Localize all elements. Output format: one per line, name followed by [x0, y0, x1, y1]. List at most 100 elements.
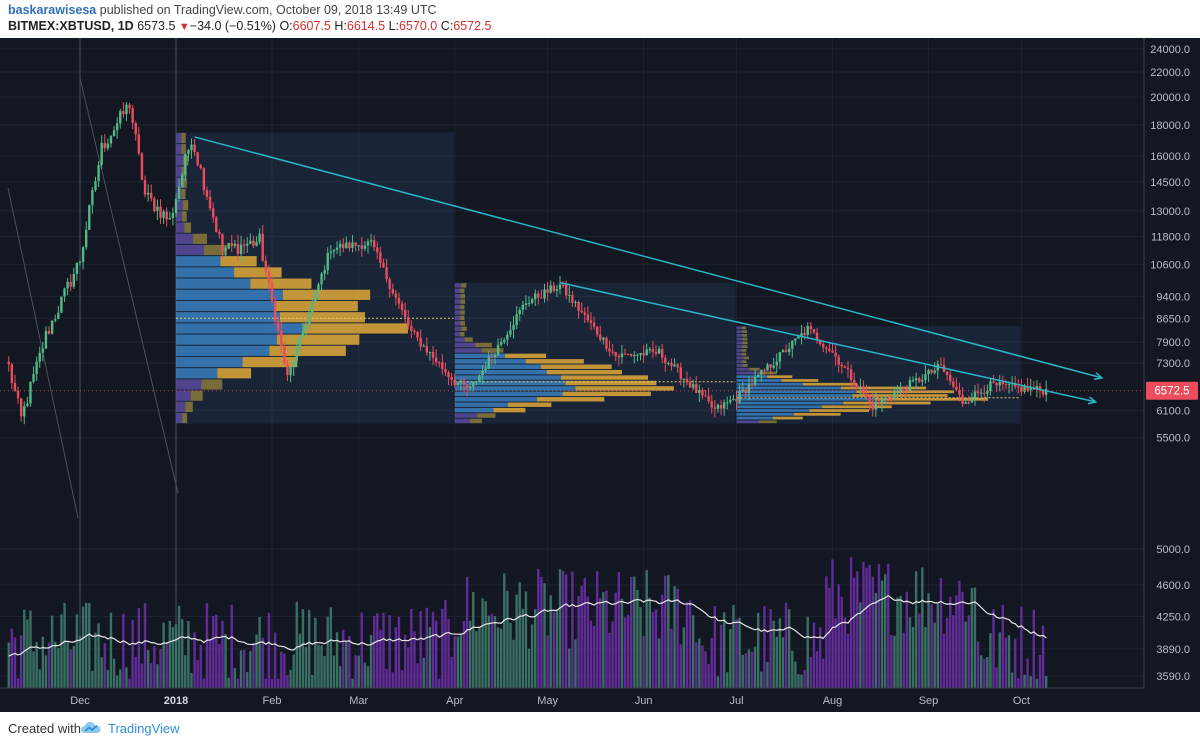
candle-body	[664, 357, 667, 364]
candle-body	[512, 324, 515, 330]
volume-bar	[221, 620, 224, 688]
volume-bar	[131, 619, 134, 688]
candle-body	[577, 301, 580, 311]
volume-bar	[441, 608, 444, 688]
volume-tick-label: 4250.0	[1156, 612, 1190, 624]
volume-bar	[258, 616, 261, 688]
candle-body	[289, 366, 292, 376]
trendline[interactable]	[194, 136, 1103, 379]
candle-body	[769, 364, 772, 368]
candle-body	[270, 282, 274, 301]
candle-body	[180, 174, 184, 187]
profile-row	[185, 401, 193, 412]
candle-body	[63, 288, 66, 297]
volume-bar	[255, 634, 258, 688]
volume-bar	[577, 595, 580, 688]
candle-body	[633, 354, 636, 357]
profile-row	[469, 418, 482, 424]
profile-row	[176, 356, 243, 368]
candle-body	[422, 345, 425, 347]
volume-bar	[791, 650, 794, 688]
candle-body	[890, 398, 893, 400]
candle-body	[60, 296, 63, 313]
volume-bar	[549, 595, 552, 688]
profile-row	[181, 188, 186, 200]
candle-body	[527, 303, 531, 305]
candle-body	[360, 245, 364, 249]
volume-bar	[394, 627, 398, 688]
volume-bar	[571, 571, 574, 688]
volume-bar	[320, 645, 323, 688]
candle-body	[91, 190, 94, 206]
volume-bar	[184, 655, 187, 688]
candle-body	[1020, 386, 1023, 392]
profile-row	[565, 380, 657, 386]
candle-body	[249, 240, 252, 244]
price-axis[interactable]: 24000.0 22000.0 20000.0 18000.0 16000.0 14500…	[1143, 38, 1200, 712]
candle-body	[444, 368, 447, 373]
volume-bar	[1007, 635, 1011, 688]
candle-body	[311, 301, 314, 313]
profile-row	[182, 200, 189, 211]
profile-row	[250, 278, 312, 289]
candle-body	[763, 369, 766, 371]
time-axis[interactable]: Dec 2018 Feb Mar Apr May Jun Jul Aug Sep Oct	[0, 687, 1144, 712]
profile-row	[736, 394, 853, 397]
volume-bar	[843, 617, 847, 688]
tradingview-brand[interactable]: TradingView	[108, 721, 180, 736]
candle-body	[865, 393, 868, 397]
symbol-label[interactable]: BITMEX:XBTUSD, 1D	[8, 19, 134, 33]
candle-body	[1007, 384, 1011, 386]
price-chart[interactable]: 24000.0 22000.0 20000.0 18000.0 16000.0 14500…	[0, 38, 1200, 712]
profile-row	[464, 337, 473, 342]
candle-body	[137, 134, 141, 154]
volume-bar	[614, 592, 617, 688]
candle-body	[150, 192, 153, 199]
candle-body	[462, 380, 466, 385]
volume-bar	[818, 627, 822, 688]
volume-bar	[902, 632, 905, 688]
profile-row	[743, 356, 749, 360]
candle-body	[676, 364, 679, 368]
candle-body	[153, 198, 156, 212]
volume-bar	[338, 665, 342, 688]
volume-bar	[196, 659, 199, 688]
candle-body	[397, 297, 401, 304]
candle-body	[428, 351, 432, 353]
author-link[interactable]: baskarawisesa	[8, 3, 97, 17]
volume-bar	[264, 678, 268, 688]
candle-body	[292, 361, 295, 367]
time-tick-label: Apr	[446, 695, 463, 707]
candle-body	[515, 314, 518, 325]
tradingview-cloud-icon[interactable]	[80, 720, 102, 736]
candle-body	[41, 348, 45, 353]
candle-body	[747, 384, 751, 394]
volume-bar	[506, 590, 509, 688]
volume-bar	[822, 658, 825, 688]
profile-row	[736, 375, 768, 379]
profile-row	[176, 166, 182, 177]
profile-row	[493, 407, 526, 413]
volume-bar	[592, 625, 596, 688]
candle-body	[32, 374, 35, 382]
profile-row	[454, 331, 461, 337]
profile-row	[758, 420, 777, 424]
candle-body	[391, 288, 394, 294]
candle-body	[614, 352, 617, 357]
time-tick-label: May	[537, 695, 558, 707]
volume-bar	[1010, 672, 1014, 688]
candle-body	[840, 364, 844, 367]
trendlines[interactable]	[194, 136, 1104, 405]
price-tick-label: 8650.0	[1156, 313, 1190, 325]
volume-bar	[967, 615, 970, 688]
profile-row	[184, 222, 192, 233]
volume-bar	[450, 656, 453, 688]
profile-row	[176, 289, 283, 300]
candle-body	[905, 388, 909, 391]
volume-bar	[896, 597, 899, 688]
volume-bar	[165, 642, 168, 688]
candle-body	[119, 111, 122, 124]
profile-row	[541, 364, 612, 369]
trendline[interactable]	[559, 281, 1096, 403]
volume-bar	[422, 657, 425, 688]
